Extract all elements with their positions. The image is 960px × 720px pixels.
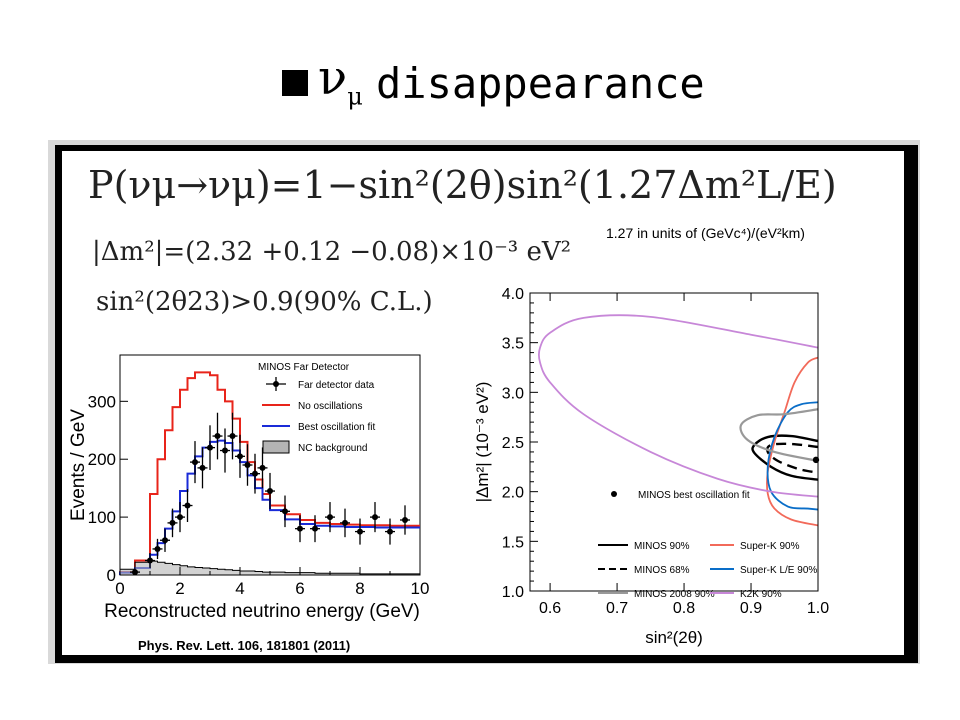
no-oscillations-histogram	[119, 371, 420, 575]
data-point	[154, 545, 161, 552]
data-point	[357, 528, 363, 535]
x-tick-label: 4	[235, 579, 244, 598]
data-point	[282, 508, 288, 515]
data-point	[252, 470, 258, 477]
y-tick-label: 2.5	[502, 435, 524, 452]
legend-best-fit-marker	[611, 491, 617, 497]
square-bullet-icon	[282, 70, 308, 96]
y-tick-label: 100	[88, 508, 116, 527]
super-k-90-contour	[766, 356, 818, 527]
y-tick-label: 1.5	[502, 534, 524, 551]
y-tick-label: 4.0	[502, 286, 524, 303]
legend-box-swatch	[262, 440, 290, 454]
y-tick-label: 0	[107, 566, 116, 585]
data-point	[147, 557, 153, 564]
legend-label: Far detector data	[298, 380, 375, 391]
data-point	[169, 519, 176, 526]
y-tick-label: 200	[88, 450, 116, 469]
x-tick-label: 0.6	[539, 600, 561, 617]
legend-label: No oscillations	[298, 401, 362, 412]
minos-2008-90-contour	[739, 408, 818, 462]
x-tick-label: 0.9	[740, 600, 762, 617]
minos-68-contour	[766, 442, 818, 474]
x-tick-label: 6	[295, 579, 304, 598]
data-point	[199, 464, 206, 471]
data-point	[244, 462, 251, 468]
legend-label: Best oscillation fit	[298, 422, 375, 433]
super-k-l-e-90-contour	[766, 401, 818, 511]
x-tick-label: 2	[175, 579, 184, 598]
contour-y-axis-label: |Δm²| (10⁻³ eV²)	[473, 382, 492, 503]
y-tick-label: 3.0	[502, 385, 524, 402]
units-note: 1.27 in units of (GeVc⁴)/(eV²km)	[606, 225, 805, 241]
x-tick-label: 10	[411, 579, 430, 598]
legend-label: Super-K L/E 90%	[740, 565, 817, 576]
spectrum-legend: MINOS Far Detector Far detector data No o…	[258, 362, 375, 454]
y-tick-label: 1.0	[502, 584, 524, 601]
x-tick-label: 0	[115, 579, 124, 598]
contour-legend: MINOS best oscillation fit MINOS 90% MINOS…	[598, 490, 817, 600]
legend-label: MINOS 2008 90%	[634, 589, 715, 600]
citation: Phys. Rev. Lett. 106, 181801 (2011)	[138, 638, 351, 653]
data-point	[214, 433, 221, 440]
data-point	[192, 459, 198, 466]
sin2theta-formula: sin²(2θ23)>0.9(90% C.L.)	[96, 287, 433, 317]
data-point	[222, 447, 228, 454]
data-point	[229, 433, 236, 440]
y-tick-label: 2.0	[502, 485, 524, 502]
x-tick-label: 0.7	[606, 600, 628, 617]
oscillation-probability-formula: P(νμ→νμ)=1−sin²(2θ)sin²(1.27Δm²L/E)	[88, 163, 837, 207]
data-point	[177, 514, 183, 521]
data-point	[327, 514, 333, 521]
y-tick-label: 300	[88, 392, 116, 411]
legend-label: MINOS best oscillation fit	[638, 490, 750, 501]
best-fit-point	[812, 456, 820, 464]
contour-chart: 0.6 0.7 0.8 0.9 1.0 1.0 1.5 2.0 2.5 3.0 3.5 4.0 MIN…	[473, 286, 829, 647]
data-point	[402, 517, 408, 523]
legend-label: K2K 90%	[740, 589, 782, 600]
k2k-90-contour	[537, 314, 818, 498]
title-text: disappearance	[376, 59, 705, 108]
spectrum-y-axis-label: Events / GeV	[68, 409, 89, 521]
nc-background-histogram	[119, 560, 421, 576]
slide-title: νμ disappearance	[0, 26, 960, 111]
legend-label: MINOS 90%	[634, 541, 690, 552]
data-point	[342, 519, 348, 526]
minos-90-contour	[751, 434, 818, 481]
data-point	[267, 488, 273, 495]
figure-content: P(νμ→νμ)=1−sin²(2θ)sin²(1.27Δm²L/E) |Δm²…	[62, 151, 904, 655]
data-point	[207, 444, 213, 451]
legend-data-marker	[273, 381, 279, 387]
data-point	[372, 514, 378, 521]
spectrum-x-axis-label: Reconstructed neutrino energy (GeV)	[104, 601, 420, 622]
data-point	[237, 453, 243, 460]
contour-x-axis-label: sin²(2θ)	[645, 628, 703, 647]
data-point	[297, 525, 303, 532]
legend-label: NC background	[298, 443, 367, 454]
data-point	[132, 569, 138, 576]
data-point	[387, 528, 393, 535]
legend-title: MINOS Far Detector	[258, 362, 350, 373]
data-point	[259, 464, 266, 471]
x-tick-label: 0.8	[673, 600, 695, 617]
legend-label: MINOS 68%	[634, 565, 690, 576]
neutrino-symbol: νμ	[318, 50, 363, 111]
data-point	[312, 525, 318, 532]
x-tick-label: 8	[355, 579, 364, 598]
y-tick-label: 3.5	[502, 336, 524, 353]
data-point	[162, 537, 168, 544]
data-point	[184, 502, 191, 509]
x-tick-label: 1.0	[807, 600, 829, 617]
delta-m2-formula: |Δm²|=(2.32 +0.12 −0.08)×10⁻³ eV²	[92, 237, 572, 267]
legend-label: Super-K 90%	[740, 541, 800, 552]
